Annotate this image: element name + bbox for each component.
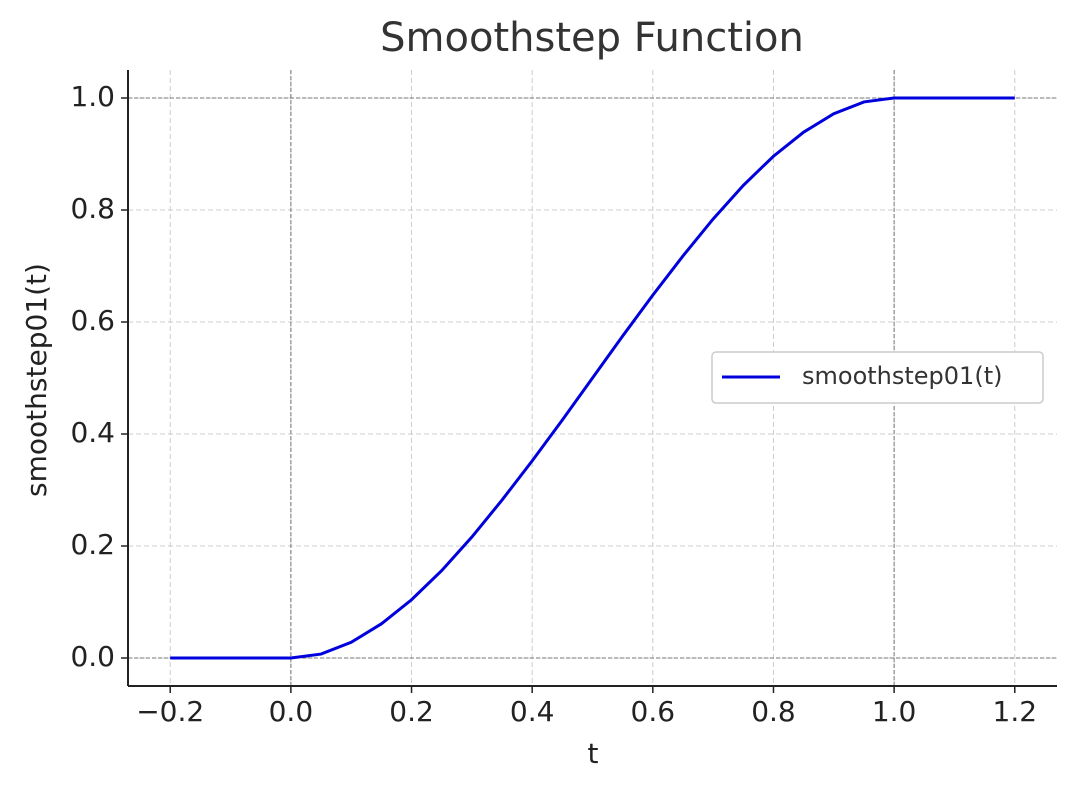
x-axis-label: t [588,737,599,770]
y-tick-label: 0.2 [70,528,115,561]
legend-box [711,351,1044,404]
line-series [170,96,1015,660]
x-tick-label: 1.0 [872,695,917,728]
x-tick-label: 0.4 [510,695,555,728]
x-tick-label: 0.6 [631,695,676,728]
y-tick-label: 0.8 [70,192,115,225]
y-axis-label: smoothstep01(t) [20,263,53,497]
y-tick-label: 0.0 [70,640,115,673]
y-tick-label: 0.6 [70,304,115,337]
chart-title: Smoothstep Function [380,15,804,61]
x-tick-label: 0.0 [269,695,314,728]
y-tick-label: 0.4 [70,416,115,449]
x-tick-label: 1.2 [993,695,1038,728]
x-tick-label: 0.8 [751,695,796,728]
x-tick-label: 0.2 [389,695,434,728]
legend-label: smoothstep01(t) [802,362,1002,390]
y-tick-label: 1.0 [70,80,115,113]
x-tick-label: −0.2 [136,695,204,728]
